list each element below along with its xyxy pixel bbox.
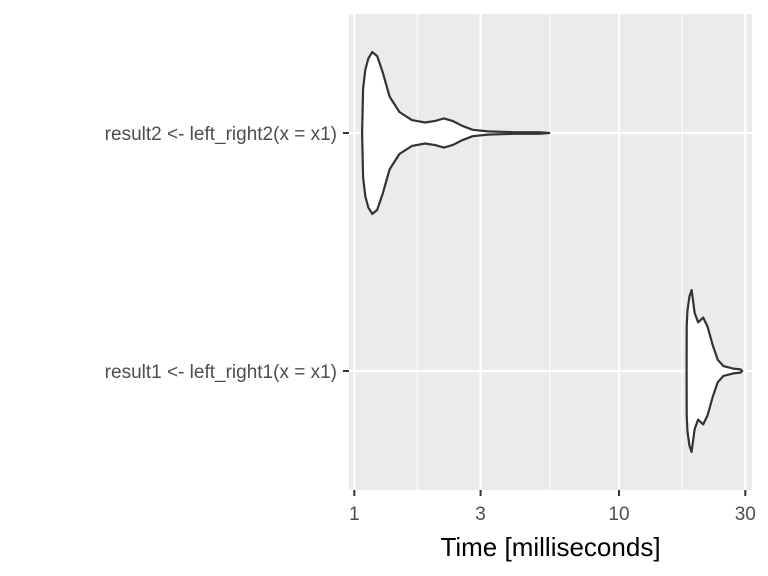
axis-layer: 1 3 10 30 result2 <- left_right2(x = x1) resu… bbox=[105, 124, 756, 525]
x-tick-label: 1 bbox=[349, 504, 360, 525]
violin-1 bbox=[361, 51, 551, 215]
violin-2 bbox=[685, 289, 744, 453]
x-axis-title: Time [milliseconds] bbox=[440, 532, 660, 562]
plot-panel-background bbox=[349, 14, 752, 490]
x-tick-label: 30 bbox=[735, 504, 756, 525]
y-tick-label: result2 <- left_right2(x = x1) bbox=[105, 124, 337, 145]
y-tick-label: result1 <- left_right1(x = x1) bbox=[105, 362, 337, 383]
violin-layer bbox=[361, 51, 744, 453]
x-tick-label: 10 bbox=[608, 504, 629, 525]
x-tick-label: 3 bbox=[475, 504, 486, 525]
